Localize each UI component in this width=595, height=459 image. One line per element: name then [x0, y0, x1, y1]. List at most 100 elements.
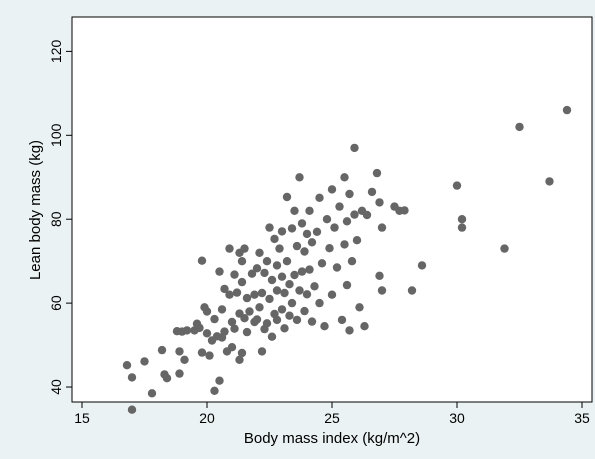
- data-point: [352, 236, 362, 245]
- data-point: [240, 314, 249, 323]
- data-point: [372, 168, 382, 178]
- data-point: [267, 275, 277, 285]
- data-point: [280, 324, 289, 333]
- data-point: [327, 290, 337, 299]
- data-point: [335, 202, 344, 211]
- data-point: [322, 215, 332, 224]
- data-point: [375, 198, 384, 207]
- data-point: [157, 345, 167, 355]
- data-point: [255, 248, 264, 257]
- data-point: [452, 181, 462, 190]
- data-point: [277, 227, 287, 236]
- data-point: [262, 319, 272, 328]
- data-point: [215, 376, 224, 385]
- data-point: [162, 374, 172, 383]
- plot-area: [71, 16, 593, 403]
- data-point: [127, 373, 137, 382]
- data-point: [457, 223, 467, 232]
- data-point: [347, 257, 357, 266]
- data-point: [272, 315, 282, 325]
- data-point: [265, 294, 274, 304]
- data-point: [302, 229, 312, 239]
- data-point: [295, 173, 304, 182]
- data-point: [300, 247, 309, 256]
- data-point: [240, 244, 249, 253]
- data-point: [230, 270, 239, 279]
- data-point: [227, 317, 237, 327]
- data-point: [400, 206, 409, 215]
- data-point: [242, 327, 252, 337]
- data-point: [232, 288, 242, 297]
- y-tick-label: 120: [48, 39, 64, 63]
- data-point: [182, 326, 192, 335]
- data-point: [290, 206, 299, 215]
- x-tick-label: 15: [74, 410, 90, 426]
- data-point: [292, 315, 302, 325]
- data-point: [277, 305, 287, 314]
- data-point: [267, 332, 277, 341]
- data-point: [220, 284, 229, 294]
- data-point: [225, 290, 234, 299]
- x-axis: 15 20 25 30 35: [74, 402, 590, 426]
- data-point: [340, 173, 349, 182]
- x-tick-label: 35: [574, 410, 590, 426]
- data-point: [180, 355, 189, 364]
- data-point: [340, 240, 349, 249]
- data-point: [350, 210, 359, 219]
- x-tick-label: 30: [449, 410, 465, 426]
- data-point: [377, 223, 387, 232]
- data-point: [147, 389, 157, 398]
- data-point: [272, 286, 282, 295]
- data-point: [282, 192, 292, 202]
- y-axis: 40 60 80 100 120: [48, 39, 72, 395]
- data-point: [302, 290, 312, 299]
- data-point: [377, 286, 387, 295]
- data-point: [312, 227, 322, 236]
- data-point: [315, 298, 324, 308]
- data-point: [252, 264, 262, 273]
- data-point: [297, 219, 307, 228]
- data-point: [202, 307, 212, 316]
- data-point: [220, 327, 229, 336]
- data-point: [292, 241, 302, 251]
- data-point: [227, 343, 237, 352]
- data-point: [417, 261, 427, 270]
- data-point: [237, 257, 247, 266]
- data-point: [327, 185, 337, 194]
- data-point: [325, 244, 334, 253]
- data-point: [287, 298, 297, 308]
- data-point: [297, 267, 307, 276]
- data-point: [300, 306, 309, 316]
- data-point: [345, 189, 354, 199]
- data-point: [235, 355, 244, 364]
- data-point: [270, 234, 279, 244]
- data-point: [407, 286, 417, 295]
- y-tick-label: 40: [48, 379, 64, 395]
- data-point: [247, 269, 257, 278]
- data-point: [285, 311, 294, 320]
- data-point: [175, 369, 184, 378]
- data-point: [290, 270, 299, 280]
- data-point: [255, 303, 264, 312]
- x-tick-label: 25: [324, 410, 340, 426]
- data-point: [217, 305, 227, 314]
- data-point: [317, 259, 327, 268]
- y-tick-label: 80: [48, 211, 64, 227]
- data-point: [215, 267, 224, 276]
- y-tick-label: 100: [48, 123, 64, 147]
- data-point: [127, 405, 137, 414]
- data-point: [195, 323, 204, 333]
- data-point: [307, 238, 317, 247]
- data-point: [250, 290, 259, 299]
- data-point: [342, 217, 352, 226]
- x-tick-label: 20: [199, 410, 215, 426]
- data-point: [355, 303, 364, 312]
- data-point: [237, 277, 247, 287]
- data-point: [360, 322, 369, 331]
- x-axis-title: Body mass index (kg/m^2): [244, 430, 420, 447]
- data-point: [337, 315, 347, 325]
- data-point: [350, 143, 359, 153]
- data-point: [305, 265, 314, 274]
- data-point: [375, 271, 384, 280]
